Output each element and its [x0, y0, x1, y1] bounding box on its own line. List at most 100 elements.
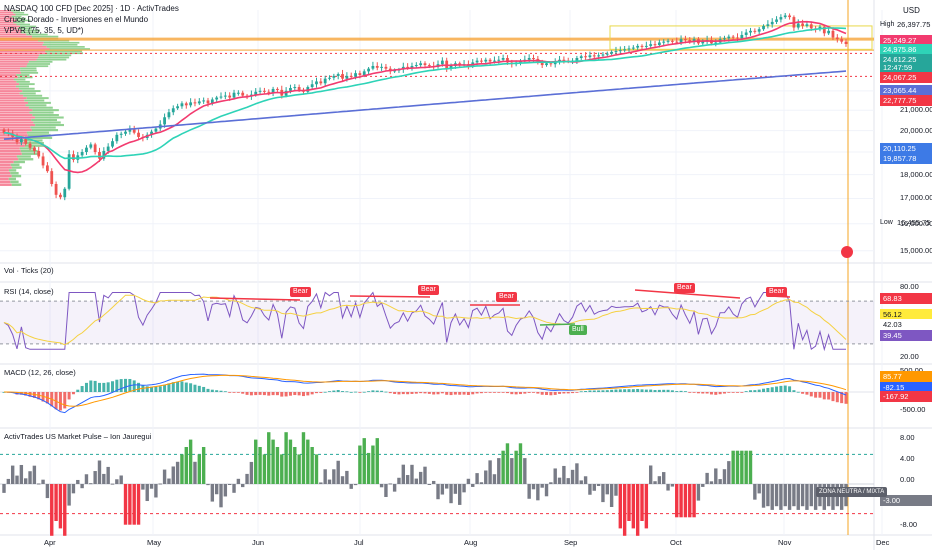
macd-histogram-bar — [527, 392, 531, 393]
pulse-bar — [123, 484, 128, 525]
macd-histogram-bar — [814, 392, 818, 398]
candle-body — [219, 96, 223, 98]
vpvr-bar-up — [36, 58, 67, 61]
vpvr-bar-up — [16, 80, 30, 83]
macd-histogram-bar — [314, 392, 318, 394]
pulse-bar — [505, 443, 510, 484]
vpvr-bar-up — [24, 144, 46, 147]
candle-body — [271, 88, 275, 93]
vpvr-bar-down — [0, 35, 33, 38]
x-tick-label: Oct — [670, 538, 682, 547]
candle-body — [228, 95, 232, 98]
symbol-title[interactable]: NASDAQ 100 CFD [Dec 2025] · 1D · ActivTr… — [4, 4, 179, 13]
indicator-vpvr[interactable]: VPVR (75, 35, 5, UD*) — [4, 26, 84, 35]
pulse-bar — [258, 447, 262, 484]
indicator-golden-cross[interactable]: Cruce Dorado - Inversiones en el Mundo — [4, 15, 149, 24]
macd-histogram-bar — [497, 392, 501, 393]
vpvr-bar-down — [0, 80, 17, 83]
macd-histogram-bar — [735, 392, 739, 393]
macd-histogram-bar — [831, 392, 835, 402]
vpvr-bar-down — [0, 10, 12, 12]
vpvr-bar-down — [0, 60, 29, 63]
vpvr-bar-down — [0, 46, 47, 48]
candle-body — [480, 60, 483, 62]
candle-body — [197, 101, 201, 104]
pulse-bar — [102, 473, 106, 484]
macd-histogram-bar — [24, 392, 28, 396]
candle-body — [32, 147, 36, 151]
macd-histogram-bar — [488, 392, 492, 393]
macd-histogram-bar — [111, 381, 115, 392]
candle-body — [37, 150, 41, 157]
candle-body — [631, 47, 635, 49]
candle-body — [254, 91, 258, 95]
candle-body — [475, 60, 479, 63]
pulse-bar — [50, 484, 54, 536]
candle-body — [653, 44, 657, 46]
pulse-bar — [540, 484, 544, 488]
candle-body — [263, 90, 266, 92]
candle-body — [662, 41, 666, 43]
candle-body — [137, 132, 140, 137]
vpvr-bar-down — [0, 94, 24, 97]
macd-histogram-bar — [597, 390, 601, 392]
candle-body — [284, 90, 288, 96]
candle-body — [753, 30, 757, 32]
macd-histogram-bar — [484, 392, 488, 393]
pulse-bar — [657, 476, 662, 484]
pulse-bar — [358, 445, 362, 484]
vpvr-bar-down — [0, 155, 17, 158]
pulse-bar — [575, 463, 579, 484]
pulse-bar — [640, 484, 644, 521]
vpvr-bar-up — [31, 118, 57, 122]
candle-body — [24, 139, 28, 144]
pulse-bar — [262, 454, 267, 484]
high-value: 26,397.75 — [897, 20, 931, 29]
macd-histogram-bar — [354, 391, 358, 393]
macd-title[interactable]: MACD (12, 26, close) — [4, 368, 76, 377]
pulse-title[interactable]: ActivTrades US Market Pulse – Ion Jaureg… — [4, 432, 152, 441]
pulse-bar — [614, 484, 618, 496]
macd-histogram-bar — [510, 392, 514, 395]
pulse-bar — [692, 484, 696, 518]
bull-divergence-line — [539, 323, 576, 326]
vpvr-bar-down — [0, 121, 34, 124]
macd-histogram-bar — [462, 392, 466, 395]
pulse-bar — [805, 484, 809, 510]
candle-body — [423, 63, 427, 66]
candle-body — [215, 97, 219, 100]
vpvr-bar-down — [0, 144, 25, 147]
macd-histogram-bar — [749, 390, 753, 392]
vpvr-bar-up — [32, 114, 59, 117]
pulse-bar — [431, 480, 436, 484]
vpvr-bar-down — [0, 48, 50, 50]
vpvr-bar-up — [35, 116, 64, 119]
pulse-bar — [484, 470, 488, 484]
macd-histogram-bar — [792, 390, 796, 392]
vpvr-bar-down — [0, 76, 18, 79]
macd-histogram-bar — [449, 392, 453, 396]
vol-title[interactable]: Vol · Ticks (20) — [4, 266, 54, 275]
vpvr-bar-up — [19, 92, 36, 95]
macd-histogram-bar — [132, 380, 136, 392]
candle-body — [63, 188, 67, 198]
pulse-bar — [249, 461, 254, 484]
macd-histogram-bar — [410, 392, 414, 394]
pulse-bar — [549, 482, 553, 484]
x-tick-label: Apr — [44, 538, 56, 547]
pulse-bar — [436, 484, 440, 500]
pulse-bar — [796, 484, 800, 510]
vpvr-bar-down — [0, 43, 43, 46]
pulse-bar — [353, 484, 358, 486]
pulse-bar — [423, 466, 427, 484]
low-label: Low — [880, 219, 893, 226]
candle-body — [736, 37, 739, 39]
vpvr-bar-down — [0, 15, 12, 18]
pulse-bar — [84, 474, 89, 484]
rsi-title[interactable]: RSI (14, close) — [4, 287, 54, 296]
vpvr-bar-up — [11, 10, 21, 12]
candle-body — [210, 99, 214, 104]
candle-body — [827, 30, 831, 34]
macd-histogram-bar — [605, 390, 609, 392]
